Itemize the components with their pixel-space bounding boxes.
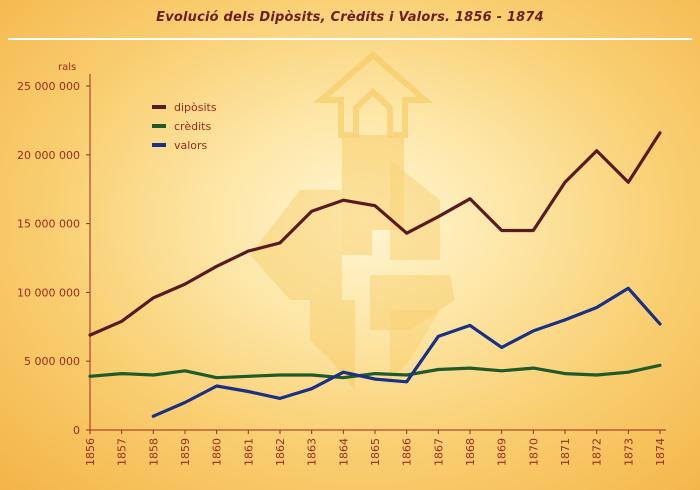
series-line-diposits [88,131,662,337]
x-tick-label: 1857 [116,438,129,466]
x-tick-label: 1860 [211,438,224,466]
legend-label-diposits: dipòsits [174,101,217,114]
title-divider [8,38,692,40]
legend-label-credits: crèdits [174,120,211,133]
x-tick-label: 1868 [464,438,477,466]
x-tick-label: 1866 [401,438,414,466]
x-tick-label: 1865 [369,438,382,466]
series-line-valors [151,286,662,418]
x-tick-label: 1867 [432,438,445,466]
y-tick-label: 15 000 000 [17,218,80,231]
x-tick-label: 1872 [591,438,604,466]
y-axis-label: rals [58,62,76,73]
x-tick-label: 1862 [274,438,287,466]
x-tick-label: 1870 [527,438,540,466]
y-tick-label: 5 000 000 [24,355,80,368]
x-tick-label: 1856 [84,438,97,466]
x-tick-label: 1869 [496,438,509,466]
x-tick-label: 1858 [147,438,160,466]
legend-label-valors: valors [174,139,208,152]
x-tick-label: 1859 [179,438,192,466]
series-line-credits [88,363,662,380]
chart-title: Evolució dels Dipòsits, Crèdits i Valors… [156,10,544,25]
x-tick-label: 1861 [242,438,255,466]
x-tick-label: 1863 [306,438,319,466]
y-tick-label: 0 [73,424,80,437]
y-tick-label: 25 000 000 [17,80,80,93]
series-lines [88,131,662,418]
axes: rals 0 5 000 000 10 000 000 15 000 000 20 000… [17,62,667,466]
legend: dipòsits crèdits valors [152,101,217,152]
watermark-arrow-logo [250,51,455,390]
x-tick-label: 1874 [654,438,667,466]
y-tick-label: 20 000 000 [17,149,80,162]
x-tick-label: 1873 [622,438,635,466]
y-tick-label: 10 000 000 [17,286,80,299]
x-tick-label: 1864 [337,438,350,466]
x-tick-label: 1871 [559,438,572,466]
